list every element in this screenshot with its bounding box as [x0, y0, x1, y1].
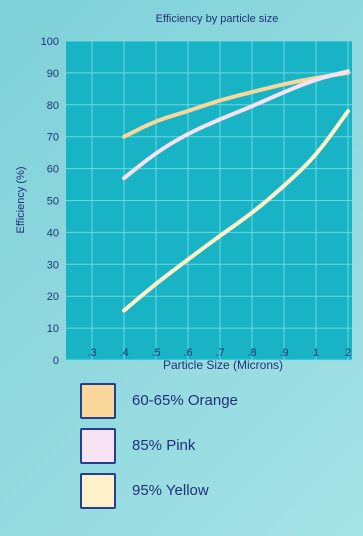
series-line-yellow — [122, 109, 350, 313]
legend-label-orange: 60-65% Orange — [132, 392, 238, 409]
grid-lines — [66, 40, 352, 361]
x-axis-label: Particle Size (Microns) — [163, 358, 283, 372]
x-tick-label: .8 — [247, 347, 256, 359]
legend-item-orange: 60-65% Orange — [80, 383, 340, 425]
y-axis-label: Efficiency (%) — [15, 166, 27, 233]
legend-swatch-yellow — [80, 473, 116, 509]
y-tick-label: 90 — [47, 68, 59, 80]
legend-swatch-pink — [80, 428, 116, 464]
x-tick-label: .9 — [279, 347, 288, 359]
x-tick-label: .7 — [215, 347, 224, 359]
legend-swatch-orange — [80, 383, 116, 419]
x-tick-label: 1 — [313, 347, 319, 359]
x-tick-label: .5 — [151, 347, 160, 359]
y-tick-label: 20 — [47, 291, 59, 303]
chart: Efficiency by particle size 0 10 20 30 40 50 6… — [15, 13, 352, 372]
x-tick-label: .4 — [119, 347, 128, 359]
x-tick-label: 2 — [345, 347, 351, 359]
y-tick-label: 70 — [47, 132, 59, 144]
x-axis-ticks: .3 .4 .5 .6 .7 .8 .9 1 2 — [87, 347, 351, 359]
legend-label-yellow: 95% Yellow — [132, 482, 209, 499]
y-axis-ticks: 0 10 20 30 40 50 60 70 80 90 100 — [41, 36, 59, 367]
y-tick-label: 0 — [53, 355, 59, 367]
series-line-pink — [122, 69, 350, 181]
x-tick-label: .6 — [183, 347, 192, 359]
y-tick-label: 30 — [47, 259, 59, 271]
chart-title: Efficiency by particle size — [156, 13, 279, 25]
x-tick-label: .3 — [87, 347, 96, 359]
y-tick-label: 40 — [47, 227, 59, 239]
legend-item-yellow: 95% Yellow — [80, 473, 340, 515]
legend-label-pink: 85% Pink — [132, 437, 196, 454]
y-tick-label: 10 — [47, 323, 59, 335]
y-tick-label: 50 — [47, 196, 59, 208]
y-tick-label: 80 — [47, 100, 59, 112]
series-layer — [122, 69, 350, 313]
y-tick-label: 60 — [47, 164, 59, 176]
y-tick-label: 100 — [41, 36, 59, 48]
legend-item-pink: 85% Pink — [80, 428, 340, 470]
